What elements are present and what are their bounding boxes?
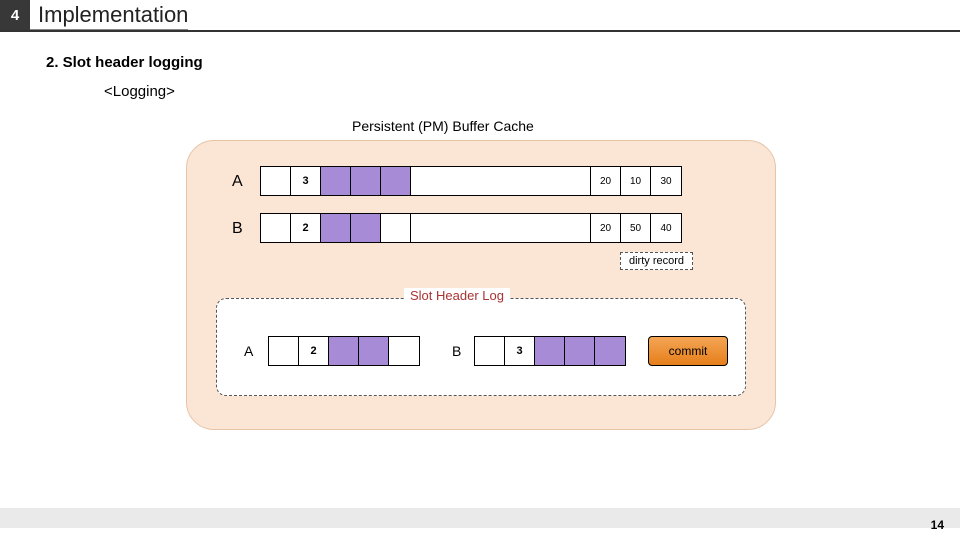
commit-button[interactable]: commit — [648, 336, 728, 366]
row-label-b: B — [232, 220, 243, 238]
slot-cell — [381, 214, 411, 242]
log-track-a: 2 — [268, 336, 420, 366]
slot-track-b: 2 205040 — [260, 213, 682, 243]
subsection-title: 2. Slot header logging — [46, 54, 960, 71]
log-label-b: B — [452, 343, 461, 359]
slot-cell: 2 — [291, 214, 321, 242]
log-label-a: A — [244, 343, 253, 359]
slot-cell — [389, 337, 419, 365]
slot-cell — [475, 337, 505, 365]
filled-slot — [351, 214, 381, 242]
section-number: 4 — [0, 0, 30, 30]
footer-bar — [0, 508, 960, 528]
filled-slot — [321, 167, 351, 195]
slot-cell — [411, 167, 591, 195]
slot-cell — [261, 167, 291, 195]
filled-slot — [321, 214, 351, 242]
dirty-record-label: dirty record — [620, 252, 693, 270]
filled-slot — [329, 337, 359, 365]
filled-slot — [351, 167, 381, 195]
filled-slot — [565, 337, 595, 365]
data-value-cell: 20 — [591, 167, 621, 195]
cache-title: Persistent (PM) Buffer Cache — [352, 118, 534, 134]
slot-cell — [261, 214, 291, 242]
slot-cell — [269, 337, 299, 365]
row-label-a: A — [232, 173, 243, 191]
log-track-b: 3 — [474, 336, 626, 366]
slot-header-log-title: Slot Header Log — [404, 288, 510, 303]
slot-cell — [411, 214, 591, 242]
data-value-cell: 50 — [621, 214, 651, 242]
data-value-cell: 30 — [651, 167, 681, 195]
filled-slot — [595, 337, 625, 365]
slide-header: 4 Implementation — [0, 0, 960, 32]
filled-slot — [381, 167, 411, 195]
slot-cell: 3 — [291, 167, 321, 195]
page-number: 14 — [931, 518, 944, 532]
slot-cell: 2 — [299, 337, 329, 365]
filled-slot — [535, 337, 565, 365]
data-value-cell: 40 — [651, 214, 681, 242]
section-title: Implementation — [30, 0, 188, 30]
data-value-cell: 20 — [591, 214, 621, 242]
slot-cell: 3 — [505, 337, 535, 365]
slot-track-a: 3 201030 — [260, 166, 682, 196]
data-value-cell: 10 — [621, 167, 651, 195]
filled-slot — [359, 337, 389, 365]
logging-label: <Logging> — [104, 83, 960, 100]
